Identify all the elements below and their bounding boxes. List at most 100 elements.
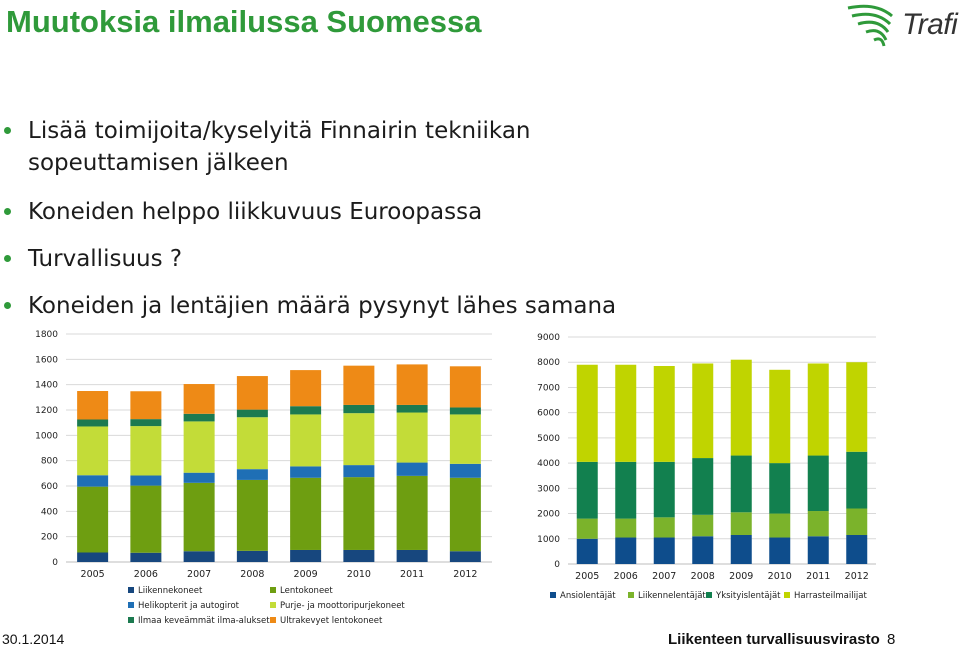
- y-tick-label: 1000: [35, 431, 58, 441]
- bar-segment: [653, 517, 675, 538]
- legend-swatch: [128, 617, 134, 623]
- trafi-logo-text: Trafi: [902, 8, 958, 41]
- y-tick-label: 800: [41, 457, 58, 467]
- bar-segment: [730, 512, 752, 535]
- bar-segment: [130, 419, 162, 427]
- bar-segment: [653, 537, 675, 564]
- bar-segment: [396, 404, 428, 413]
- aircraft-count-chart: 0 200 400 600 800 1000 1200 1400 1600 1800 2005 200…: [35, 330, 492, 626]
- footer-page-number: 8: [887, 631, 896, 648]
- y-tick-label: 1200: [35, 406, 58, 416]
- x-tick-label: 2005: [81, 569, 105, 580]
- x-tick-label: 2009: [729, 571, 753, 582]
- bar-segment: [730, 455, 752, 513]
- bar-segment: [290, 549, 322, 562]
- bar-segment: [449, 366, 481, 408]
- legend-swatch: [550, 592, 556, 598]
- bar-segment: [236, 417, 268, 470]
- bar-segment: [77, 475, 109, 487]
- legend-swatch: [128, 587, 134, 593]
- legend-label: Liikennelentäjät: [638, 591, 706, 601]
- bar-segment: [769, 369, 791, 464]
- bar-segment: [769, 463, 791, 514]
- bar-segment: [769, 537, 791, 564]
- bar-segment: [236, 550, 268, 562]
- bar-segment: [236, 469, 268, 480]
- bar-segment: [130, 475, 162, 486]
- bullet-continuation: sopeuttamisen jälkeen: [28, 148, 289, 179]
- bar-segment: [236, 409, 268, 418]
- bar-segment: [807, 536, 829, 564]
- y-tick-label: 2000: [537, 510, 560, 520]
- bar-segment: [846, 508, 868, 535]
- bar-segment: [343, 477, 375, 550]
- bar-segment: [692, 363, 714, 459]
- footer-organization: Liikenteen turvallisuusvirasto: [668, 631, 880, 648]
- y-tick-label: 9000: [537, 333, 560, 343]
- bar-segment: [77, 552, 109, 562]
- bar-segment: [183, 421, 215, 473]
- bar-segment: [77, 391, 109, 420]
- legend-swatch: [270, 602, 276, 608]
- x-tick-label: 2006: [134, 569, 158, 580]
- bar-segment: [77, 486, 109, 553]
- bar-segment: [653, 461, 675, 518]
- bar-segment: [730, 359, 752, 456]
- bar-segment: [343, 465, 375, 478]
- x-tick-label: 2005: [575, 571, 599, 582]
- y-tick-label: 200: [41, 533, 58, 543]
- legend-label: Purje- ja moottoripurjekoneet: [280, 601, 405, 611]
- x-tick-label: 2010: [347, 569, 371, 580]
- bullet-dot-icon: [4, 127, 11, 134]
- legend-label: Ultrakevyet lentokoneet: [280, 616, 383, 626]
- bullet-text: Koneiden helppo liikkuvuus Euroopassa: [28, 199, 483, 225]
- bar-segment: [449, 463, 481, 478]
- bar-segment: [807, 455, 829, 512]
- slide-title: Muutoksia ilmailussa Suomessa: [6, 4, 482, 39]
- bar-segment: [730, 534, 752, 564]
- bar-segment: [396, 475, 428, 550]
- x-tick-label: 2012: [453, 569, 477, 580]
- x-tick-label: 2012: [845, 571, 869, 582]
- y-tick-label: 4000: [537, 459, 560, 469]
- legend-swatch: [128, 602, 134, 608]
- bar-segment: [343, 413, 375, 466]
- bar-segment: [576, 364, 598, 462]
- bar-segment: [290, 477, 322, 550]
- bar-segment: [449, 407, 481, 415]
- legend-label: Liikennekoneet: [138, 586, 203, 596]
- y-tick-label: 3000: [537, 484, 560, 494]
- bullet-item: Koneiden helppo liikkuvuus Euroopassa: [4, 197, 483, 228]
- legend-swatch: [706, 592, 712, 598]
- pilot-count-chart: 0 1000 2000 3000 4000 5000 6000 7000 8000 9000 200…: [537, 333, 876, 601]
- bullet-text: Lisää toimijoita/kyselyitä Finnairin tek…: [28, 118, 531, 144]
- legend-label: Ilmaa keveämmät ilma-alukset: [138, 616, 270, 626]
- bar-segment: [290, 370, 322, 407]
- bar-segment: [576, 461, 598, 519]
- bar-segment: [343, 404, 375, 414]
- bullet-text: sopeuttamisen jälkeen: [28, 150, 289, 176]
- bullet-item: Koneiden ja lentäjien määrä pysynyt lähe…: [4, 291, 616, 322]
- bar-segment: [653, 366, 675, 462]
- bar-segment: [77, 426, 109, 476]
- bar-segment: [236, 479, 268, 551]
- y-tick-label: 400: [41, 507, 58, 517]
- bar-segment: [77, 419, 109, 427]
- bullet-item: Lisää toimijoita/kyselyitä Finnairin tek…: [4, 116, 531, 147]
- bullet-dot-icon: [4, 255, 11, 262]
- bar-segment: [807, 511, 829, 537]
- bar-segment: [692, 514, 714, 537]
- legend-label: Helikopterit ja autogirot: [138, 601, 240, 611]
- footer-date: 30.1.2014: [2, 631, 65, 647]
- bar-segment: [769, 513, 791, 538]
- bar-segment: [692, 536, 714, 564]
- legend-swatch: [628, 592, 634, 598]
- bar-segment: [343, 365, 375, 405]
- bar-segment: [576, 538, 598, 564]
- legend-swatch: [270, 617, 276, 623]
- y-tick-label: 1800: [35, 330, 58, 340]
- y-tick-label: 0: [52, 558, 58, 568]
- bullet-item: Turvallisuus ?: [4, 244, 182, 275]
- legend-swatch: [784, 592, 790, 598]
- y-tick-label: 1400: [35, 381, 58, 391]
